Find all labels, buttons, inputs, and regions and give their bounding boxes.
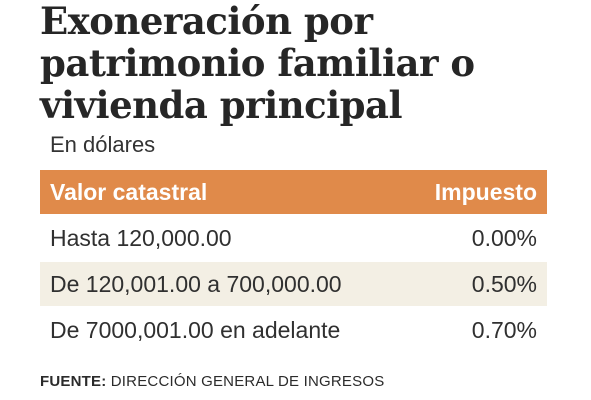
chart-subtitle: En dólares [50, 132, 156, 157]
table-header: Valor catastral Impuesto [40, 170, 547, 214]
source-note: FUENTE: DIRECCIÓN GENERAL DE INGRESOS [40, 373, 384, 390]
source-text: DIRECCIÓN GENERAL DE INGRESOS [106, 373, 385, 390]
row-rate-cell: 0.70% [471, 316, 537, 343]
row-range-cell: De 120,001.00 a 700,000.00 [50, 270, 342, 297]
row-range-cell: Hasta 120,000.00 [50, 224, 232, 251]
tax-table: Valor catastral Impuesto Hasta 120,000.0… [40, 170, 547, 352]
table-row: Hasta 120,000.00 0.00% [40, 216, 547, 260]
table-row: De 120,001.00 a 700,000.00 0.50% [40, 262, 547, 306]
row-rate-cell: 0.00% [471, 224, 537, 251]
column-header-impuesto: Impuesto [434, 178, 537, 205]
chart-title: Exoneración por patrimonio familiar o vi… [40, 0, 475, 127]
column-header-valor-catastral: Valor catastral [50, 178, 208, 205]
row-rate-cell: 0.50% [471, 270, 537, 297]
source-label: FUENTE: [40, 373, 107, 390]
table-row: De 7000,001.00 en adelante 0.70% [40, 308, 547, 352]
row-range-cell: De 7000,001.00 en adelante [50, 316, 341, 343]
